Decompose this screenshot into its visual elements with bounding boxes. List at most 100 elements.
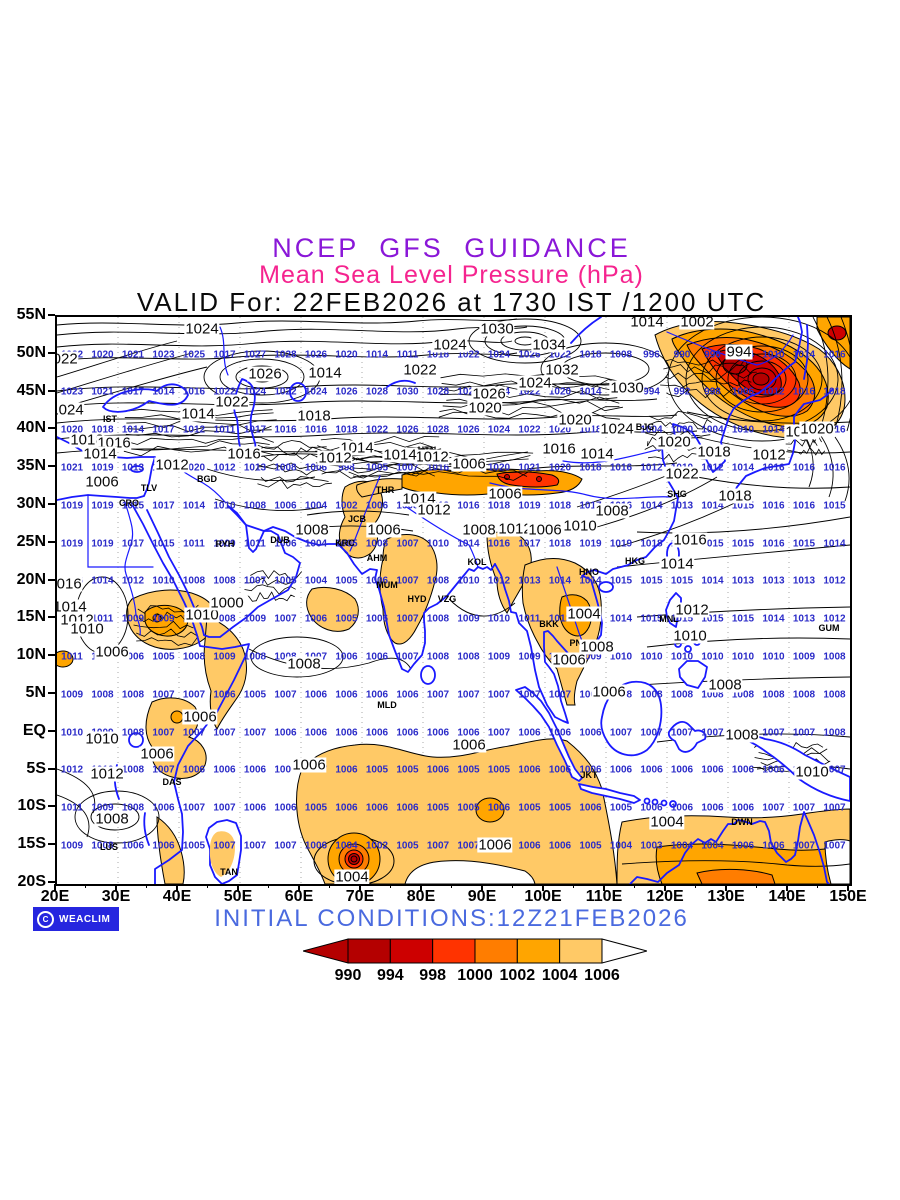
grid-value: 1009 (792, 651, 816, 663)
grid-value: 1004 (304, 500, 328, 512)
contour-label: 1022 (402, 361, 438, 379)
grid-value: 1018 (579, 349, 602, 361)
grid-value: 1007 (457, 840, 480, 852)
grid-value: 1009 (213, 651, 236, 663)
colorbar-value: 994 (376, 967, 404, 984)
grid-value: 1005 (182, 840, 206, 852)
grid-value: 1007 (609, 727, 633, 739)
weaclim-logo[interactable]: C WEACLIM (33, 907, 119, 931)
contour-label: 1018 (69, 431, 105, 449)
terrain-squiggle (118, 440, 270, 451)
grid-value: 1011 (518, 613, 541, 625)
grid-value: 1016 (792, 462, 816, 474)
lon-axis-label: 50E (223, 888, 253, 905)
grid-value: 1022 (274, 386, 297, 398)
grid-value: 1008 (792, 689, 816, 701)
colorbar-segment (347, 938, 391, 964)
lat-axis-label: 5N (25, 684, 46, 701)
grid-value: 1006 (579, 764, 602, 776)
terrain-squiggle (257, 478, 332, 490)
grid-value: 1007 (243, 840, 267, 852)
grid-value: 996 (643, 349, 660, 361)
grid-value: 1005 (548, 802, 572, 814)
lon-minor-tick (267, 884, 269, 888)
contour-label: 1004 (649, 813, 685, 831)
station-code: DUB (270, 535, 290, 545)
lat-axis-label: 10S (17, 797, 46, 815)
coastlines (57, 317, 850, 884)
grid-value: 1019 (579, 538, 602, 550)
grid-value: 1006 (640, 802, 663, 814)
grid-value: 1015 (823, 500, 846, 512)
contour-label: 1014 (57, 599, 88, 615)
lon-axis-label: 100E (524, 888, 562, 905)
grid-value: 1006 (274, 500, 297, 512)
grid-value: 1007 (213, 840, 236, 852)
lat-tick (48, 540, 55, 543)
grid-value: 1008 (213, 575, 236, 587)
terrain-squiggle (247, 591, 295, 602)
grid-value: 1024 (243, 386, 267, 398)
lon-tick (115, 884, 117, 891)
grid-value: 1017 (121, 538, 145, 550)
station-code: CRO (119, 498, 139, 508)
grid-value: 1006 (152, 840, 175, 852)
grid-value: 1006 (762, 764, 785, 776)
grid-value: 996 (704, 349, 721, 361)
station-code: VZG (437, 594, 457, 604)
grid-value: 1006 (335, 764, 358, 776)
grid-value: 1007 (823, 802, 846, 814)
grid-value: 1007 (213, 727, 236, 739)
pressure-shading (57, 317, 850, 884)
grid-value: 1006 (609, 764, 633, 776)
grid-value: 1016 (609, 462, 633, 474)
lon-tick (603, 884, 605, 891)
colorbar-value: 998 (419, 967, 447, 984)
contour-label: 1014 (82, 445, 118, 463)
contour-label: 1008 (286, 655, 322, 673)
grid-value: 1020 (60, 424, 84, 436)
grid-value: 1021 (60, 462, 84, 474)
grid-value: 1006 (335, 727, 358, 739)
grid-value: 1009 (60, 689, 84, 701)
grid-value: 1010 (457, 575, 480, 587)
station-code: HKG (625, 556, 645, 566)
grid-value: 1007 (487, 727, 511, 739)
grid-value: 1016 (762, 500, 785, 512)
grid-value: 1007 (274, 840, 297, 852)
grid-value: 1006 (396, 802, 419, 814)
contour-label: 1000 (209, 594, 245, 612)
grid-value: 1008 (121, 764, 145, 776)
lat-axis-label: 45N (16, 381, 46, 399)
grid-value: 1014 (182, 500, 206, 512)
grid-value: 992 (673, 386, 691, 398)
grid-value: 1008 (91, 689, 114, 701)
grid-value: 1006 (335, 651, 358, 663)
grid-value: 1004 (670, 840, 694, 852)
grid-value: 1011 (396, 349, 419, 361)
grid-value: 1009 (518, 651, 541, 663)
grid-value: 1012 (640, 462, 663, 474)
grid-value: 1020 (548, 462, 572, 474)
grid-value: 1007 (396, 651, 419, 663)
contour-label: 1006 (591, 683, 627, 701)
station-code: MLD (377, 700, 397, 710)
grid-value: 1020 (91, 349, 114, 361)
grid-value: 1016 (457, 500, 480, 512)
grid-value: 1018 (426, 349, 450, 361)
grid-value: 1022 (365, 424, 389, 436)
lon-minor-tick (694, 884, 696, 888)
lat-axis-label: 10N (16, 646, 46, 664)
grid-value: 1010 (426, 538, 450, 550)
grid-value: 1008 (274, 462, 297, 474)
grid-value: 1013 (792, 613, 816, 625)
colorbar-value: 1000 (457, 967, 493, 984)
grid-value: 1007 (152, 689, 175, 701)
contour-label: 1014 (579, 445, 615, 463)
terrain-squiggle (260, 476, 329, 483)
lon-axis-label: 70E (345, 888, 375, 905)
terrain-squiggle (440, 389, 618, 400)
grid-value: 1007 (518, 689, 541, 701)
terrain-squiggle (255, 465, 323, 476)
grid-value: 1020 (335, 349, 358, 361)
